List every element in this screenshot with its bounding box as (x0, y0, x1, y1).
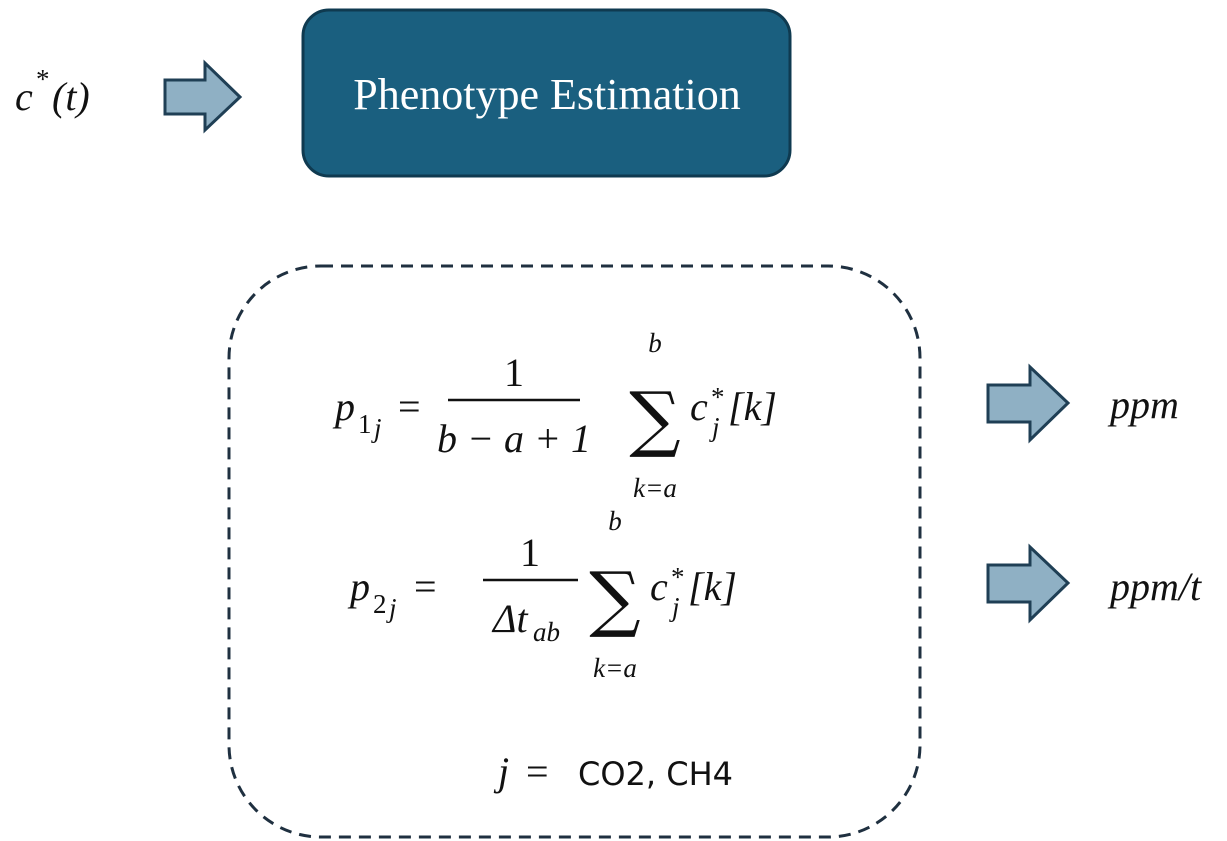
eq-symbol: p (347, 564, 370, 609)
input-argument: (t) (52, 74, 90, 119)
eq-numerator: 1 (520, 530, 540, 575)
eq-denominator: b − a + 1 (437, 416, 591, 461)
output-unit: ppm (1107, 382, 1179, 427)
eq-upper: b (608, 506, 622, 536)
input-arrow (163, 59, 243, 134)
eq-denominator: Δt (491, 596, 528, 641)
process-box (301, 8, 792, 178)
eq-equals: = (414, 564, 437, 609)
input-symbol: c (15, 74, 33, 119)
eq-numerator: 1 (504, 350, 524, 395)
eq-symbol: p (332, 384, 355, 429)
eq-equals: = (398, 384, 421, 429)
eq-index: 1 (358, 409, 372, 439)
output-arrow (986, 543, 1071, 624)
eq-term-subscript: j (709, 412, 720, 442)
eq-term-superscript: * (671, 562, 685, 592)
eq-term: c (650, 564, 668, 609)
input-superscript: * (36, 64, 50, 94)
eq-upper: b (648, 328, 662, 358)
eq-term-subscript: j (669, 592, 680, 622)
eq-sum: ∑ (589, 556, 640, 640)
equation-container (227, 264, 922, 839)
eq-term: c (690, 384, 708, 429)
condition-values: CO2, CH4 (578, 755, 733, 793)
condition-variable: j (493, 749, 509, 794)
output-unit: ppm/t (1107, 564, 1202, 609)
eq-sum: ∑ (629, 376, 680, 460)
eq-lower: k=a (633, 473, 677, 503)
eq-denominator-subscript: ab (533, 617, 560, 647)
eq-term-superscript: * (711, 382, 725, 412)
eq-index: 2 (373, 589, 387, 619)
condition-equals: = (526, 749, 549, 794)
eq-subscript: j (371, 413, 382, 443)
eq-term-argument: [k] (688, 564, 737, 609)
output-arrow (986, 363, 1071, 444)
eq-subscript: j (386, 593, 397, 623)
eq-term-argument: [k] (728, 384, 777, 429)
eq-lower: k=a (593, 653, 637, 683)
process-title: Phenotype Estimation (353, 70, 740, 119)
